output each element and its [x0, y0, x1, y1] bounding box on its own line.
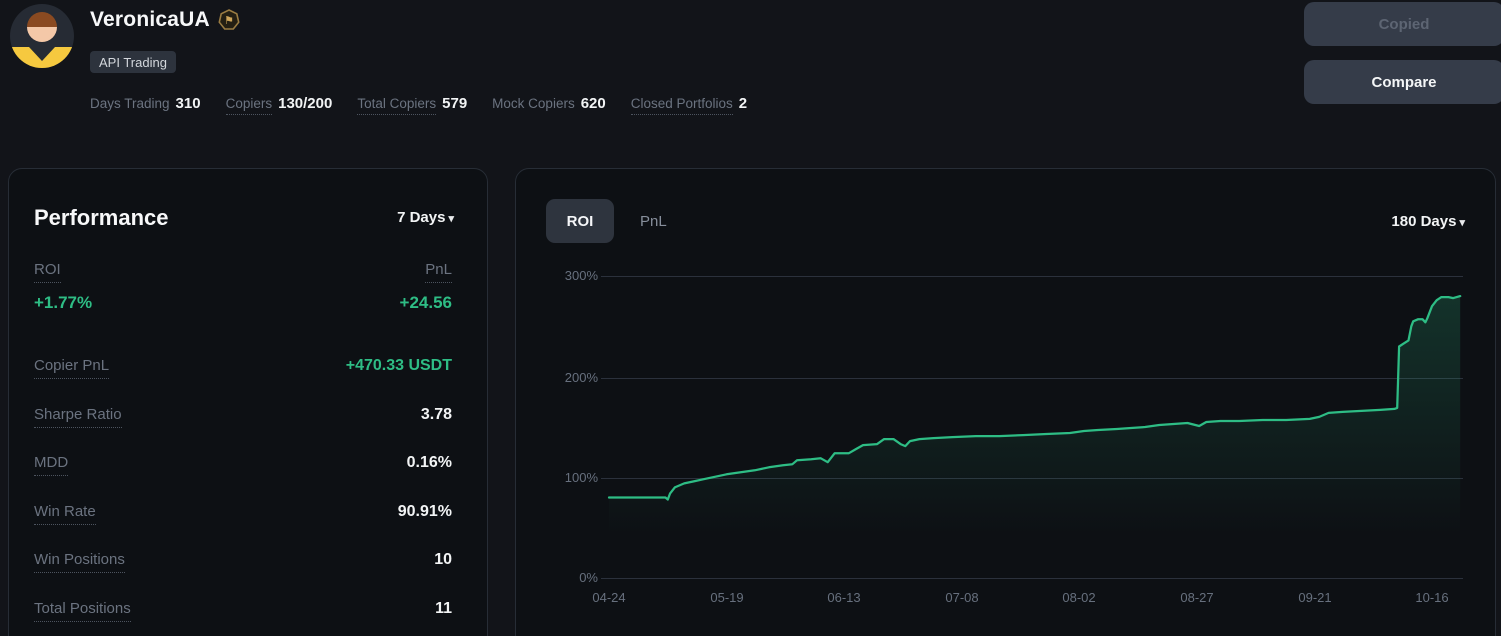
y-axis-tick: 0% [579, 570, 598, 585]
y-axis-tick: 100% [564, 470, 598, 485]
stat-label[interactable]: Closed Portfolios [630, 96, 733, 115]
win-positions-value: 10 [434, 551, 452, 568]
chart-period-dropdown[interactable]: 180 Days ▾ [1391, 213, 1465, 230]
api-trading-tag: API Trading [90, 51, 176, 73]
roi-area-fill [609, 296, 1461, 578]
perf-row-total-positions: Total Positions 11 [34, 600, 452, 622]
tab-roi[interactable]: ROI [546, 199, 614, 243]
perf-row-mdd: MDD 0.16% [34, 454, 452, 476]
x-axis-tick: 09-21 [1298, 590, 1332, 605]
copier-pnl-value: +470.33 USDT [345, 357, 452, 374]
x-axis-tick: 06-13 [827, 590, 861, 605]
performance-panel: Performance 7 Days ▾ ROI PnL +1.77% +24.5… [8, 168, 488, 636]
stat-value: 310 [175, 95, 201, 112]
chart-tabs: ROI PnL [546, 199, 667, 243]
stat-days-trading: Days Trading 310 [90, 95, 201, 114]
y-axis-tick: 300% [564, 268, 598, 283]
roi-label[interactable]: ROI [34, 261, 61, 283]
stat-closed-portfolios[interactable]: Closed Portfolios 2 [630, 95, 748, 115]
gridline-200 [601, 378, 1463, 379]
mdd-value: 0.16% [406, 454, 452, 471]
stat-value: 579 [442, 95, 468, 112]
x-axis-tick: 05-19 [710, 590, 744, 605]
roi-chart-panel: ROI PnL 180 Days ▾ 300% 200% 100% 0% 04-2… [515, 168, 1496, 636]
roi-line [607, 294, 1462, 501]
stat-value: 130/200 [278, 95, 333, 112]
x-axis-tick: 08-02 [1062, 590, 1096, 605]
perf-row-win-positions: Win Positions 10 [34, 551, 452, 573]
x-axis-tick: 08-27 [1180, 590, 1214, 605]
perf-row-copier-pnl: Copier PnL +470.33 USDT [34, 357, 452, 379]
chevron-down-icon: ▾ [448, 213, 454, 225]
stat-label[interactable]: Copiers [225, 96, 273, 115]
total-positions-label[interactable]: Total Positions [34, 600, 131, 622]
win-positions-label[interactable]: Win Positions [34, 551, 125, 573]
stat-total-copiers[interactable]: Total Copiers 579 [357, 95, 467, 115]
chevron-down-icon: ▾ [1459, 217, 1465, 229]
roi-chart[interactable] [601, 268, 1463, 580]
stat-label[interactable]: Total Copiers [357, 96, 437, 115]
sharpe-ratio-label[interactable]: Sharpe Ratio [34, 406, 122, 428]
stat-mock-copiers: Mock Copiers 620 [492, 95, 606, 114]
stat-value: 2 [738, 95, 748, 112]
pnl-value: +24.56 [399, 293, 452, 312]
perf-row-sharpe-ratio: Sharpe Ratio 3.78 [34, 406, 452, 428]
gridline-300 [601, 276, 1463, 277]
compare-button[interactable]: Compare [1304, 60, 1501, 104]
copier-pnl-label[interactable]: Copier PnL [34, 357, 110, 379]
win-rate-label[interactable]: Win Rate [34, 503, 96, 525]
copied-button[interactable]: Copied [1304, 2, 1501, 46]
sharpe-ratio-value: 3.78 [420, 406, 452, 423]
x-axis-tick: 07-08 [945, 590, 979, 605]
total-positions-value: 11 [435, 600, 452, 617]
stat-label: Days Trading [90, 96, 170, 111]
stat-copiers[interactable]: Copiers 130/200 [225, 95, 333, 115]
profile-username: VeronicaUA [90, 8, 210, 31]
performance-period-dropdown[interactable]: 7 Days ▾ [397, 209, 454, 226]
x-axis-tick: 04-24 [592, 590, 626, 605]
svg-text:⚑: ⚑ [224, 15, 234, 27]
y-axis-tick: 200% [564, 370, 598, 385]
pnl-label[interactable]: PnL [425, 261, 452, 283]
trader-flag-badge-icon: ⚑ [218, 9, 240, 31]
roi-value: +1.77% [34, 293, 93, 312]
tab-pnl[interactable]: PnL [640, 212, 667, 230]
mdd-label[interactable]: MDD [34, 454, 69, 476]
win-rate-value: 90.91% [397, 503, 452, 520]
perf-row-win-rate: Win Rate 90.91% [34, 503, 452, 525]
stat-value: 620 [580, 95, 606, 112]
user-avatar [10, 4, 74, 68]
trader-stats-row: Days Trading 310 Copiers 130/200 Total C… [90, 95, 747, 115]
stat-label: Mock Copiers [492, 96, 575, 111]
gridline-0 [601, 578, 1463, 579]
performance-title: Performance [34, 205, 169, 230]
x-axis-tick: 10-16 [1415, 590, 1449, 605]
